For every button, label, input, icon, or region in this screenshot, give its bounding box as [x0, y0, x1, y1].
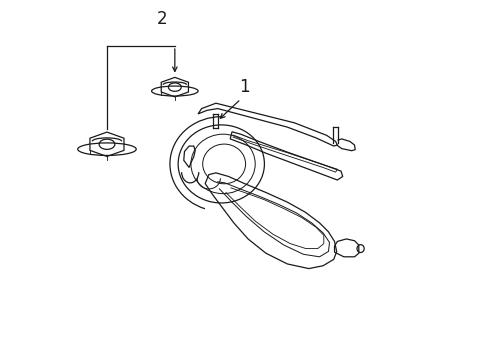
Text: 2: 2 — [157, 10, 167, 28]
Text: 1: 1 — [239, 78, 249, 96]
